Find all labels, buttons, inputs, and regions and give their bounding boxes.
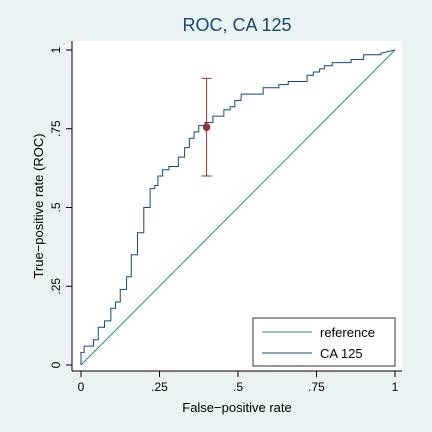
x-ticks: 0 .25 .5 .75 1 — [78, 371, 399, 394]
y-axis-label: True−positive rate (ROC) — [31, 133, 46, 278]
legend-box — [252, 317, 396, 367]
legend: reference CA 125 — [252, 317, 396, 367]
x-tick-label: .5 — [233, 380, 243, 394]
series-line-ca125 — [80, 49, 396, 365]
y-tick-label: .75 — [49, 120, 63, 137]
y-tick-label: .25 — [49, 278, 63, 295]
y-ticks: 0 .25 .5 .75 1 — [49, 46, 72, 368]
legend-label-ca125: CA 125 — [320, 346, 363, 361]
y-tick-label: 1 — [49, 46, 63, 53]
marker-layer — [201, 77, 212, 177]
series-layer — [80, 49, 396, 366]
x-axis-label: False−positive rate — [182, 400, 291, 415]
x-tick-label: 0 — [78, 380, 85, 394]
series-line-reference — [80, 49, 396, 366]
point-estimate-marker — [202, 123, 211, 131]
x-tick-label: .75 — [308, 380, 325, 394]
x-tick-label: .25 — [151, 380, 168, 394]
chart-title: ROC, CA 125 — [182, 15, 291, 35]
y-tick-label: 0 — [49, 361, 63, 368]
plot-region — [72, 41, 402, 371]
y-tick-label: .5 — [49, 202, 63, 212]
legend-label-reference: reference — [320, 325, 375, 340]
x-tick-label: 1 — [392, 380, 399, 394]
